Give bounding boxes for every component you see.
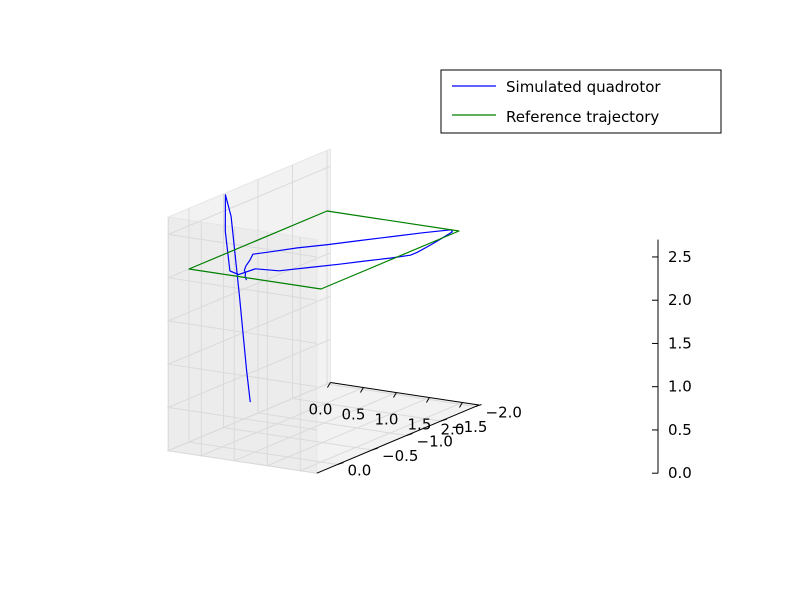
x-tick — [327, 382, 331, 388]
z-tick-label: 0.0 — [668, 464, 692, 482]
x-tick-label: 0.5 — [342, 406, 366, 424]
back-wall-pane — [167, 216, 318, 474]
x-tick-label: 1.5 — [408, 416, 432, 434]
x-tick — [360, 387, 364, 393]
series-line-reference-trajectory — [188, 210, 460, 290]
y-axis-line — [316, 404, 480, 474]
z-gridline — [166, 252, 331, 344]
axis-lines — [316, 239, 659, 474]
y-tick — [406, 433, 413, 436]
x-tick-label: 0.0 — [309, 401, 333, 419]
legend: Simulated quadrotor Reference trajectory — [440, 69, 722, 134]
x-tick-label: 2.0 — [441, 421, 465, 439]
legend-label-simulated: Simulated quadrotor — [506, 78, 661, 96]
z-gridline — [166, 338, 331, 431]
y-tick — [371, 447, 379, 451]
z-tick-label: 0.5 — [668, 421, 692, 439]
y-tick — [440, 418, 448, 422]
z-tick-label: 1.0 — [668, 378, 692, 396]
grid-lines — [166, 150, 476, 474]
y-tick-label: −0.5 — [382, 447, 418, 465]
y-tick-label: −1.0 — [417, 433, 453, 451]
z-gridline — [166, 382, 331, 474]
series-line-simulated-quadrotor — [224, 194, 453, 403]
z-gridline — [166, 295, 331, 388]
x-tick — [459, 402, 463, 408]
legend-label-reference: Reference trajectory — [506, 108, 659, 126]
z-gridline — [166, 165, 331, 258]
legend-frame — [440, 69, 722, 134]
y-tick-label: −1.5 — [451, 418, 487, 436]
z-tick-label: 1.5 — [668, 334, 692, 352]
series-layer — [188, 194, 460, 403]
axis-ticks: 0.0 0.5 1.0 1.5 2.0 0.0 −0.5−1.0−1.5−2.0 0.0 0.5… — [309, 248, 692, 482]
x-tick — [426, 397, 430, 403]
x-tick-label: 1.0 — [375, 411, 399, 429]
x-tick — [393, 392, 397, 398]
z-tick-label: 2.5 — [668, 248, 692, 266]
y-tick-label: 0.0 — [348, 462, 372, 480]
y-tick-label: −2.0 — [486, 404, 522, 422]
y-gridline — [326, 150, 476, 407]
y-tick — [475, 404, 482, 407]
y-tick — [337, 462, 344, 465]
z-tick-label: 2.0 — [668, 291, 692, 309]
x-axis-line — [330, 382, 480, 406]
